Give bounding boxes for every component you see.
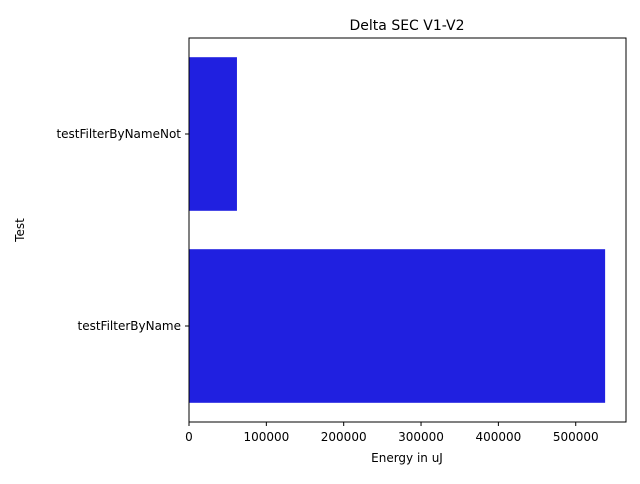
axes-layer: testFilterByNameNot testFilterByName 0 1000… xyxy=(56,37,627,444)
x-tick-label: 200000 xyxy=(321,430,367,444)
x-tick-label: 400000 xyxy=(475,430,521,444)
plot-frame xyxy=(188,37,627,423)
x-axis-label: Energy in uJ xyxy=(371,451,443,465)
x-tick-label: 0 xyxy=(185,430,193,444)
y-tick-label: testFilterByNameNot xyxy=(56,127,181,141)
x-tick-label: 500000 xyxy=(553,430,599,444)
bars-layer xyxy=(189,57,606,403)
bar-testFilterByNameNot xyxy=(189,57,237,211)
x-tick-label: 100000 xyxy=(243,430,289,444)
y-tick-label: testFilterByName xyxy=(78,319,182,333)
chart-title: Delta SEC V1-V2 xyxy=(350,18,465,34)
y-axis-label: Test xyxy=(13,218,27,243)
x-tick-label: 300000 xyxy=(398,430,444,444)
bar-testFilterByName xyxy=(189,249,606,403)
